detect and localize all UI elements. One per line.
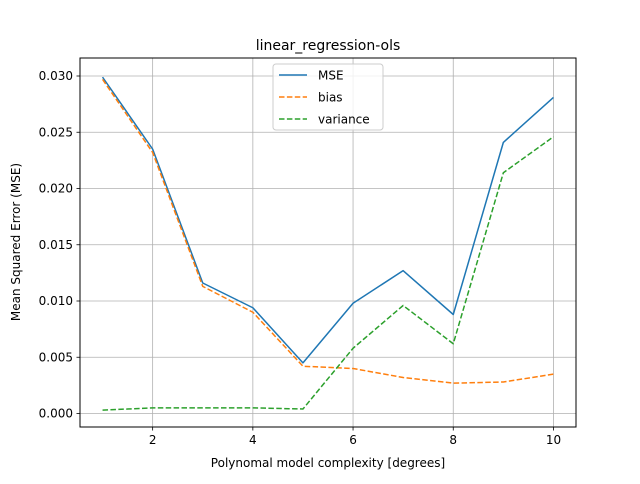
series-line-bias <box>101 78 554 384</box>
legend-label-variance: variance <box>318 113 370 127</box>
chart-title: linear_regression-ols <box>256 38 401 54</box>
x-tick-label: 2 <box>149 433 157 447</box>
y-axis-ticks: 0.000 0.005 0.010 0.015 0.020 0.025 0.030 <box>39 69 80 421</box>
y-tick-label: 0.015 <box>39 238 73 252</box>
x-axis-ticks: 2 4 6 8 10 <box>149 427 561 447</box>
legend-label-bias: bias <box>318 91 343 105</box>
y-tick-label: 0.010 <box>39 294 73 308</box>
y-tick-label: 0.005 <box>39 350 73 364</box>
y-tick-label: 0.000 <box>39 407 73 421</box>
x-tick-label: 4 <box>249 433 257 447</box>
y-tick-label: 0.025 <box>39 125 73 139</box>
legend-box <box>272 63 384 131</box>
y-tick-label: 0.030 <box>39 69 73 83</box>
legend-label-mse: MSE <box>318 69 344 83</box>
x-tick-label: 8 <box>449 433 457 447</box>
x-tick-label: 10 <box>546 433 561 447</box>
y-axis-label: Mean Squared Error (MSE) <box>9 163 23 321</box>
legend: MSE bias variance <box>272 63 384 131</box>
x-tick-label: 6 <box>349 433 357 447</box>
series-line-mse <box>101 76 554 364</box>
series-line-variance <box>102 136 554 411</box>
plot-frame <box>79 57 577 428</box>
y-tick-label: 0.020 <box>39 182 73 196</box>
series-group <box>101 76 554 411</box>
x-axis-label: Polynomal model complexity [degrees] <box>211 456 445 470</box>
